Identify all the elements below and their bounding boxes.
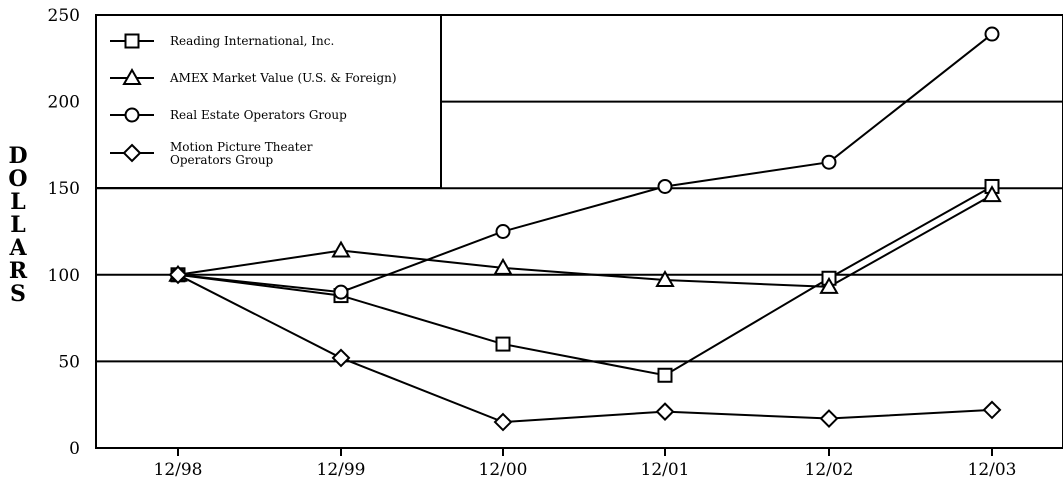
data-point-circle	[821, 154, 837, 170]
data-point-square	[657, 367, 673, 383]
data-point-diamond	[168, 265, 188, 285]
data-point-circle	[657, 178, 673, 194]
x-tick-label: 12/98	[154, 460, 203, 480]
legend-label: Motion Picture Theater	[170, 140, 313, 154]
x-tick-label: 12/01	[641, 460, 690, 480]
legend-label: Reading International, Inc.	[170, 34, 334, 48]
y-tick-label: 200	[48, 93, 80, 113]
y-tick-label: 0	[69, 439, 80, 459]
y-axis-label-letter: O	[8, 166, 27, 192]
x-tick-label: 12/02	[805, 460, 854, 480]
y-axis-label-letter: L	[10, 212, 25, 238]
data-point-triangle	[982, 185, 1002, 203]
y-tick-label: 100	[48, 266, 80, 286]
data-point-diamond	[493, 412, 513, 432]
legend-marker-triangle	[122, 67, 142, 85]
y-tick-label: 150	[48, 179, 80, 199]
series-line-3	[177, 273, 993, 424]
legend-box	[95, 14, 442, 189]
plot-frame	[95, 14, 1063, 449]
legend-label: AMEX Market Value (U.S. & Foreign)	[169, 71, 397, 85]
data-point-circle	[333, 284, 349, 300]
y-axis-label-letter: R	[9, 258, 28, 284]
x-tick-label: 12/03	[968, 460, 1017, 480]
data-point-square	[495, 336, 511, 352]
data-point-circle	[495, 224, 511, 239]
legend-marker-diamond	[122, 143, 142, 163]
legend-marker-square	[124, 33, 140, 49]
y-axis-label-letter: S	[10, 281, 26, 307]
data-point-diamond	[331, 348, 351, 368]
y-axis-label-letter: L	[10, 189, 25, 215]
x-tick-label: 12/00	[479, 460, 528, 480]
x-tick-label: 12/99	[317, 460, 366, 480]
data-point-diamond	[655, 402, 675, 422]
y-tick-label: 250	[48, 6, 80, 26]
data-point-diamond	[982, 400, 1002, 420]
series-line-2	[177, 33, 993, 294]
data-point-triangle	[819, 276, 839, 294]
y-tick-label: 50	[58, 352, 80, 372]
data-point-triangle	[655, 269, 675, 287]
series-line-0	[177, 185, 993, 377]
data-point-diamond	[819, 409, 839, 428]
y-axis-label-letter: D	[8, 143, 27, 169]
series-line-1	[177, 194, 993, 288]
data-point-triangle	[331, 240, 351, 258]
data-point-circle	[984, 26, 1000, 42]
legend-label: Real Estate Operators Group	[170, 108, 347, 122]
legend-label: Operators Group	[170, 153, 274, 167]
data-point-triangle	[493, 257, 513, 275]
y-axis-label-letter: A	[8, 235, 27, 261]
legend-marker-circle	[124, 107, 140, 123]
